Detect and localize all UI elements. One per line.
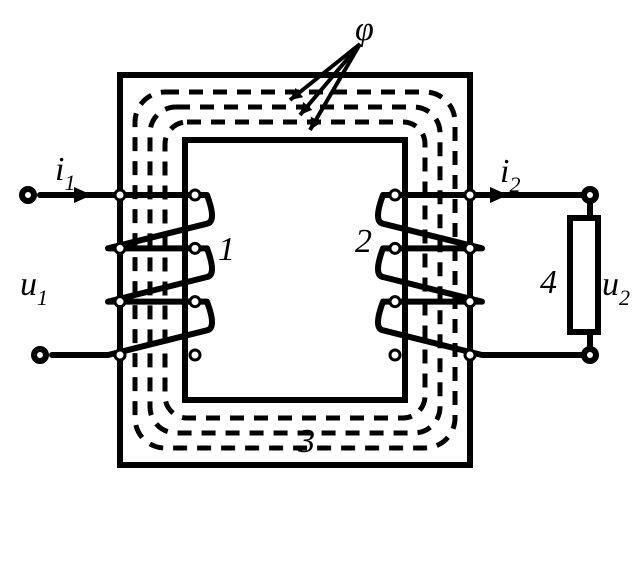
label-1: 1 [218, 231, 235, 268]
primary-winding-node [115, 243, 125, 253]
secondary-winding-node [465, 190, 475, 200]
secondary-winding-node [390, 297, 400, 307]
primary-terminal-top [22, 189, 34, 201]
transformer-diagram: φ i1 i2 u1 u2 1 2 3 4 [0, 0, 641, 561]
secondary-winding [378, 195, 590, 355]
secondary-terminal-bottom [584, 349, 596, 361]
label-2: 2 [355, 223, 372, 260]
primary-winding-node [190, 243, 200, 253]
flux-line-2 [150, 107, 440, 433]
label-phi: φ [355, 11, 374, 48]
secondary-winding-node [465, 297, 475, 307]
phi-pointer-2 [300, 44, 360, 115]
secondary-winding-node [465, 243, 475, 253]
primary-winding-node [190, 350, 200, 360]
primary-winding-node [115, 297, 125, 307]
load-resistor [570, 218, 598, 332]
label-i1: i1 [55, 151, 75, 195]
secondary-winding-node [465, 350, 475, 360]
label-3: 3 [297, 423, 315, 460]
i1-arrowhead [74, 187, 92, 203]
label-i2: i2 [500, 153, 520, 197]
primary-terminal-bottom [34, 349, 46, 361]
secondary-winding-node [390, 190, 400, 200]
phi-pointer-3 [310, 44, 360, 130]
core-outer [120, 75, 470, 465]
label-u2: u2 [602, 266, 630, 310]
primary-winding-node [190, 190, 200, 200]
primary-winding-node [115, 190, 125, 200]
core-inner [185, 140, 405, 400]
primary-winding-node [115, 350, 125, 360]
secondary-terminal-top [584, 189, 596, 201]
label-u1: u1 [20, 266, 48, 310]
primary-winding-node [190, 297, 200, 307]
secondary-winding-node [390, 350, 400, 360]
flux-line-3 [165, 122, 425, 418]
secondary-winding-node [390, 243, 400, 253]
label-4: 4 [540, 264, 557, 301]
